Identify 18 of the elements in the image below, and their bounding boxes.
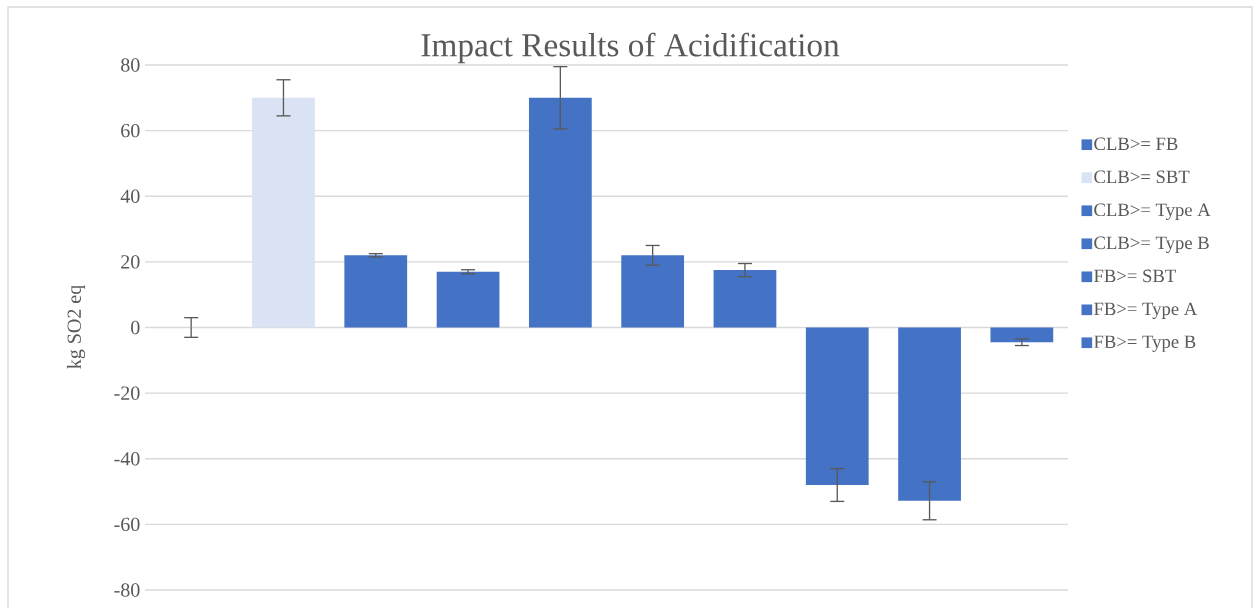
legend-label: CLB>= FB	[1094, 137, 1178, 151]
y-tick-label: -40	[114, 452, 140, 466]
y-axis-title: kg SO2 eq	[66, 285, 86, 369]
y-tick-label: 40	[120, 189, 140, 203]
legend-label: FB>= Type B	[1094, 335, 1196, 352]
y-tick-label: 0	[131, 320, 140, 335]
y-tick-label: 20	[121, 255, 140, 269]
legend-label: CLB>= Type B	[1094, 236, 1209, 253]
y-tick-label: -60	[114, 517, 140, 532]
legend-label: FB>= Type A	[1094, 302, 1198, 320]
legend-label: CLB>= Type A	[1094, 203, 1211, 220]
legend-label: FB>= SBT	[1094, 269, 1176, 283]
y-tick-label: 80	[121, 58, 140, 72]
y-tick-label: 60	[121, 123, 140, 138]
y-tick-label: -20	[114, 386, 140, 400]
legend-label: CLB>= SBT	[1094, 170, 1190, 184]
y-tick-label: -80	[114, 583, 140, 597]
chart-title: Impact Results of Acidification	[421, 32, 840, 64]
